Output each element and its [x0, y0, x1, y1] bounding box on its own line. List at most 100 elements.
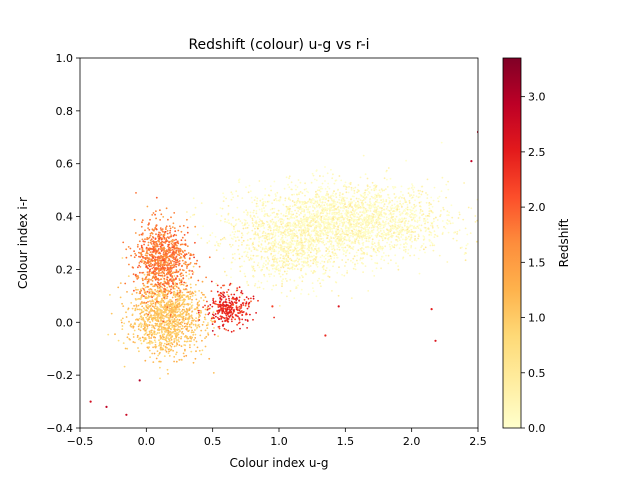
scatter-point [190, 276, 193, 279]
scatter-point [341, 273, 343, 276]
scatter-point [281, 226, 284, 229]
scatter-point [326, 248, 329, 250]
scatter-point [370, 226, 373, 229]
scatter-point [154, 303, 157, 306]
scatter-point [433, 236, 436, 239]
scatter-point [272, 242, 275, 244]
scatter-point [238, 230, 241, 233]
scatter-point [332, 244, 335, 247]
scatter-point [273, 180, 276, 183]
scatter-point [309, 201, 312, 204]
scatter-point [138, 298, 140, 300]
scatter-point [310, 213, 313, 216]
scatter-point [382, 233, 385, 236]
scatter-point [192, 334, 195, 336]
scatter-point [191, 311, 193, 313]
scatter-point [336, 248, 339, 251]
scatter-point [423, 236, 426, 238]
scatter-point [360, 226, 363, 229]
scatter-point [409, 254, 411, 257]
scatter-point [152, 336, 155, 339]
scatter-point [289, 249, 291, 252]
scatter-point [414, 216, 416, 219]
scatter-point [258, 180, 261, 182]
scatter-point [348, 239, 350, 242]
scatter-point [324, 209, 327, 211]
scatter-point [185, 313, 188, 316]
scatter-point [166, 276, 169, 279]
scatter-point [171, 296, 174, 299]
scatter-point [420, 201, 422, 203]
scatter-point [361, 242, 364, 245]
scatter-point [417, 235, 420, 238]
scatter-point [298, 214, 301, 216]
scatter-point [204, 318, 207, 321]
scatter-point [310, 249, 313, 251]
scatter-point [272, 232, 275, 234]
scatter-point [300, 258, 303, 260]
scatter-point [150, 340, 153, 343]
scatter-point [336, 244, 339, 247]
scatter-point [155, 307, 158, 310]
scatter-point [186, 325, 189, 328]
scatter-point [151, 267, 154, 270]
scatter-point [154, 289, 157, 291]
scatter-point [188, 325, 191, 328]
scatter-point [280, 212, 283, 215]
scatter-point [272, 221, 275, 224]
scatter-point [361, 252, 364, 255]
scatter-point [364, 221, 367, 224]
scatter-point [341, 259, 344, 261]
scatter-point [406, 208, 409, 211]
scatter-point [341, 196, 343, 199]
scatter-point [446, 261, 449, 263]
scatter-point [371, 243, 374, 246]
scatter-point [150, 307, 153, 310]
scatter-point [280, 254, 282, 256]
scatter-point [185, 303, 188, 306]
scatter-point [286, 246, 288, 249]
scatter-point [184, 239, 187, 242]
scatter-point [156, 311, 159, 313]
scatter-point [188, 269, 191, 272]
scatter-point [289, 205, 291, 208]
scatter-point [345, 239, 348, 242]
scatter-point [381, 227, 383, 230]
scatter-point [163, 293, 166, 296]
scatter-point [257, 254, 260, 257]
scatter-point [254, 233, 256, 236]
scatter-point [316, 218, 319, 220]
scatter-point [403, 243, 405, 246]
scatter-point [362, 192, 365, 195]
scatter-point [253, 215, 255, 218]
scatter-point [147, 296, 150, 299]
scatter-point [332, 265, 334, 268]
scatter-point [364, 237, 366, 240]
scatter-point [350, 297, 353, 299]
scatter-point [198, 349, 201, 352]
scatter-point [226, 293, 229, 296]
scatter-point [176, 324, 179, 326]
scatter-point [288, 210, 291, 212]
scatter-point [403, 224, 406, 227]
scatter-point [330, 204, 332, 206]
scatter-point [306, 220, 308, 223]
scatter-point [275, 241, 277, 244]
scatter-point [282, 219, 285, 222]
scatter-point [184, 298, 186, 301]
scatter-point [188, 336, 191, 338]
scatter-point [375, 196, 378, 199]
scatter-point [402, 256, 405, 259]
scatter-point [189, 303, 191, 305]
scatter-point [167, 218, 169, 221]
scatter-point [279, 246, 282, 249]
scatter-point [215, 282, 218, 285]
scatter-point [332, 173, 334, 176]
scatter-point [230, 276, 232, 279]
scatter-point [328, 258, 330, 261]
scatter-point [424, 221, 427, 223]
scatter-point [186, 323, 189, 326]
scatter-point [195, 298, 198, 301]
scatter-point [367, 232, 369, 235]
scatter-point [175, 353, 177, 356]
